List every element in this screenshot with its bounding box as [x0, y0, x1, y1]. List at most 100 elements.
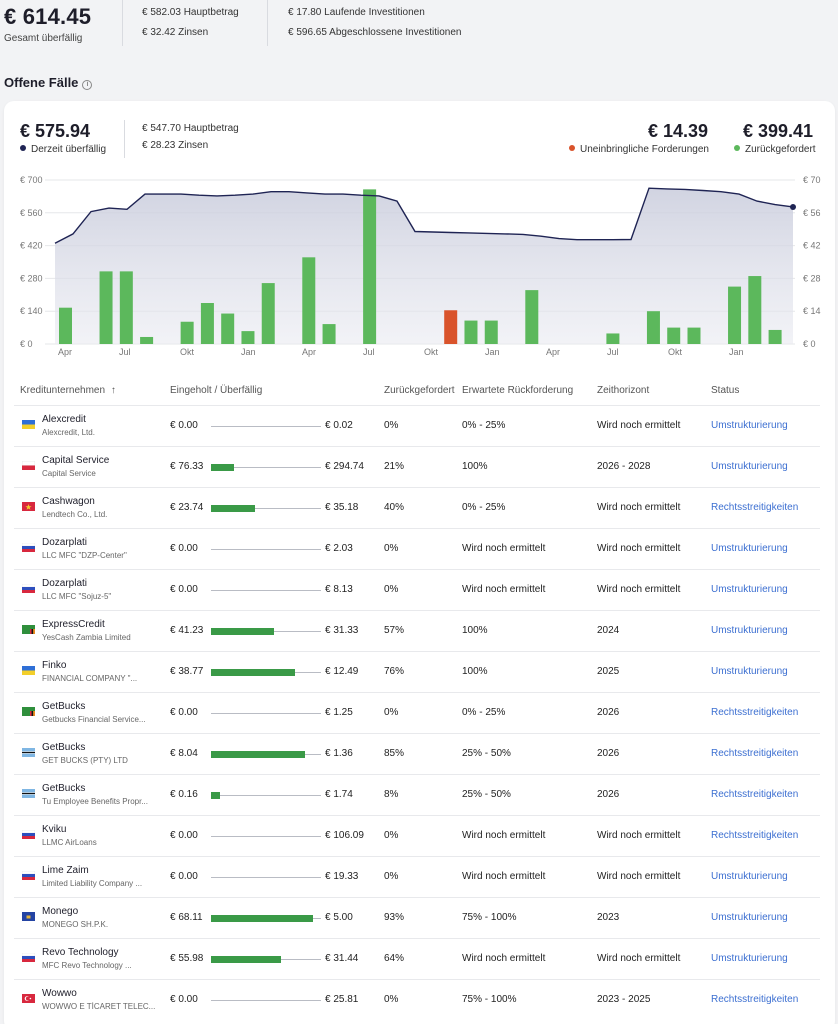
expected-recovery: Wird noch ermittelt	[462, 543, 546, 554]
table-row[interactable]: Capital Service Capital Service € 76.33 € 2…	[14, 446, 820, 487]
country-flag-icon	[22, 543, 35, 552]
status-link[interactable]: Rechtsstreitigkeiten	[711, 994, 799, 1005]
status-link[interactable]: Rechtsstreitigkeiten	[711, 707, 799, 718]
table-row[interactable]: Wowwo WOWWO E TİCARET TELEC... € 0.00 € 25.…	[14, 979, 820, 1020]
table-row[interactable]: Finko FINANCIAL COMPANY "... € 38.77 € 12.4…	[14, 651, 820, 692]
recovered-percent: 0%	[384, 830, 399, 841]
time-horizon: 2026 - 2028	[597, 461, 651, 472]
chart-bar-recovered	[221, 313, 235, 344]
table-row[interactable]: Alexcredit Alexcredit, Ltd. € 0.00 € 0.02 0%…	[14, 405, 820, 446]
status-link[interactable]: Rechtsstreitigkeiten	[711, 502, 799, 513]
collected-progress-bar	[211, 836, 321, 837]
collected-amount: € 8.04	[170, 748, 198, 759]
chart-bar-recovered	[464, 320, 478, 344]
expected-recovery: 0% - 25%	[462, 420, 506, 431]
expected-recovery: Wird noch ermittelt	[462, 584, 546, 595]
company-name[interactable]: Monego	[42, 906, 79, 917]
chart-bar-recovered	[748, 276, 762, 344]
table-row[interactable]: Lime Zaim Limited Liability Company ... € …	[14, 856, 820, 897]
expected-recovery: 100%	[462, 666, 488, 677]
company-legal-name: Tu Employee Benefits Propr...	[42, 797, 148, 806]
legend-dot-overdue	[20, 145, 26, 151]
table-row[interactable]: Dozarplati LLC MFC "Sojuz-5" € 0.00 € 8.13 0…	[14, 569, 820, 610]
table-row[interactable]: Cashwagon Lendtech Co., Ltd. € 23.74 € 35.1…	[14, 487, 820, 528]
company-legal-name: LLMC AirLoans	[42, 838, 97, 847]
total-overdue-amount: € 614.45	[4, 4, 92, 29]
expected-recovery: 0% - 25%	[462, 707, 506, 718]
status-link[interactable]: Umstrukturierung	[711, 912, 788, 923]
company-name[interactable]: Kviku	[42, 824, 67, 835]
x-axis-tick: Okt	[424, 347, 439, 357]
table-row[interactable]: Monego MONEGO SH.P.K. € 68.11 € 5.00 93% 75% …	[14, 897, 820, 938]
table-row[interactable]: GetBucks Tu Employee Benefits Propr... € 0…	[14, 774, 820, 815]
country-flag-icon	[22, 994, 35, 1003]
recovered-percent: 21%	[384, 461, 405, 472]
collected-progress-bar	[211, 549, 321, 550]
info-icon[interactable]: i	[82, 80, 93, 90]
status-link[interactable]: Rechtsstreitigkeiten	[711, 789, 799, 800]
status-link[interactable]: Umstrukturierung	[711, 420, 788, 431]
company-name[interactable]: Finko	[42, 660, 67, 671]
status-link[interactable]: Umstrukturierung	[711, 953, 788, 964]
status-link[interactable]: Rechtsstreitigkeiten	[711, 748, 799, 759]
status-link[interactable]: Umstrukturierung	[711, 871, 788, 882]
collected-progress-bar	[211, 956, 321, 963]
company-name[interactable]: Wowwo	[42, 988, 77, 999]
status-link[interactable]: Umstrukturierung	[711, 584, 788, 595]
company-name[interactable]: Dozarplati	[42, 537, 88, 548]
company-name[interactable]: Dozarplati	[42, 578, 88, 589]
company-name[interactable]: Capital Service	[42, 455, 110, 466]
collected-progress-fill	[211, 628, 274, 635]
x-axis-tick: Apr	[302, 347, 316, 357]
table-row[interactable]: GetBucks GET BUCKS (PTY) LTD € 8.04 € 1.36 8…	[14, 733, 820, 774]
chart-bar-recovered	[525, 290, 539, 344]
status-link[interactable]: Umstrukturierung	[711, 666, 788, 677]
collected-amount: € 68.11	[170, 912, 203, 923]
y-axis-right-tick: € 70	[803, 175, 821, 185]
legend-overdue: Derzeit überfällig	[20, 144, 106, 155]
company-name[interactable]: Lime Zaim	[42, 865, 89, 876]
company-name[interactable]: Alexcredit	[42, 414, 86, 425]
company-name[interactable]: Revo Technology	[42, 947, 119, 958]
status-link[interactable]: Umstrukturierung	[711, 461, 788, 472]
status-link[interactable]: Umstrukturierung	[711, 625, 788, 636]
table-row[interactable]: Revo Technology MFC Revo Technology ... € …	[14, 938, 820, 979]
table-row[interactable]: Dozarplati LLC MFC "DZP-Center" € 0.00 € 2.…	[14, 528, 820, 569]
x-axis-tick: Apr	[546, 347, 560, 357]
col-status-header: Status	[711, 385, 740, 396]
collected-progress-fill	[211, 792, 220, 799]
arrow-up-icon: ↑	[110, 385, 116, 396]
company-name[interactable]: ExpressCredit	[42, 619, 105, 630]
table-row[interactable]: Kviku LLMC AirLoans € 0.00 € 106.09 0% Wird n…	[14, 815, 820, 856]
section-title-text: Offene Fälle	[4, 75, 79, 90]
collected-progress-fill	[211, 751, 305, 758]
expected-recovery: 100%	[462, 625, 488, 636]
chart-bar-recovered	[140, 336, 154, 344]
overdue-amount: € 19.33	[325, 871, 359, 882]
expected-recovery: Wird noch ermittelt	[462, 830, 546, 841]
collected-progress-bar	[211, 915, 321, 922]
legend-uncollectible: Uneinbringliche Forderungen	[569, 144, 709, 155]
time-horizon: Wird noch ermittelt	[597, 584, 681, 595]
y-axis-right-tick: € 56	[803, 208, 821, 218]
status-link[interactable]: Rechtsstreitigkeiten	[711, 830, 799, 841]
table-row[interactable]: GetBucks Getbucks Financial Service... € 0…	[14, 692, 820, 733]
overdue-line	[54, 187, 794, 244]
company-name[interactable]: GetBucks	[42, 742, 86, 753]
company-name[interactable]: GetBucks	[42, 701, 86, 712]
table-row[interactable]: ExpressCredit YesCash Zambia Limited € 41.…	[14, 610, 820, 651]
divider	[124, 120, 125, 158]
chart-bar-recovered	[687, 327, 701, 344]
col-company-header[interactable]: Kreditunternehmen ↑	[20, 385, 116, 396]
principal-amount: € 582.03 Hauptbetrag	[142, 7, 239, 18]
collected-progress-fill	[211, 464, 235, 471]
chart-bar-recovered	[302, 257, 316, 344]
company-name[interactable]: GetBucks	[42, 783, 86, 794]
card-principal: € 547.70 Hauptbetrag	[142, 123, 239, 134]
collected-amount: € 0.00	[170, 830, 198, 841]
company-name[interactable]: Cashwagon	[42, 496, 95, 507]
status-link[interactable]: Umstrukturierung	[711, 543, 788, 554]
total-overdue-label: Gesamt überfällig	[4, 33, 83, 44]
expected-recovery: 25% - 50%	[462, 748, 511, 759]
collected-amount: € 0.16	[170, 789, 198, 800]
